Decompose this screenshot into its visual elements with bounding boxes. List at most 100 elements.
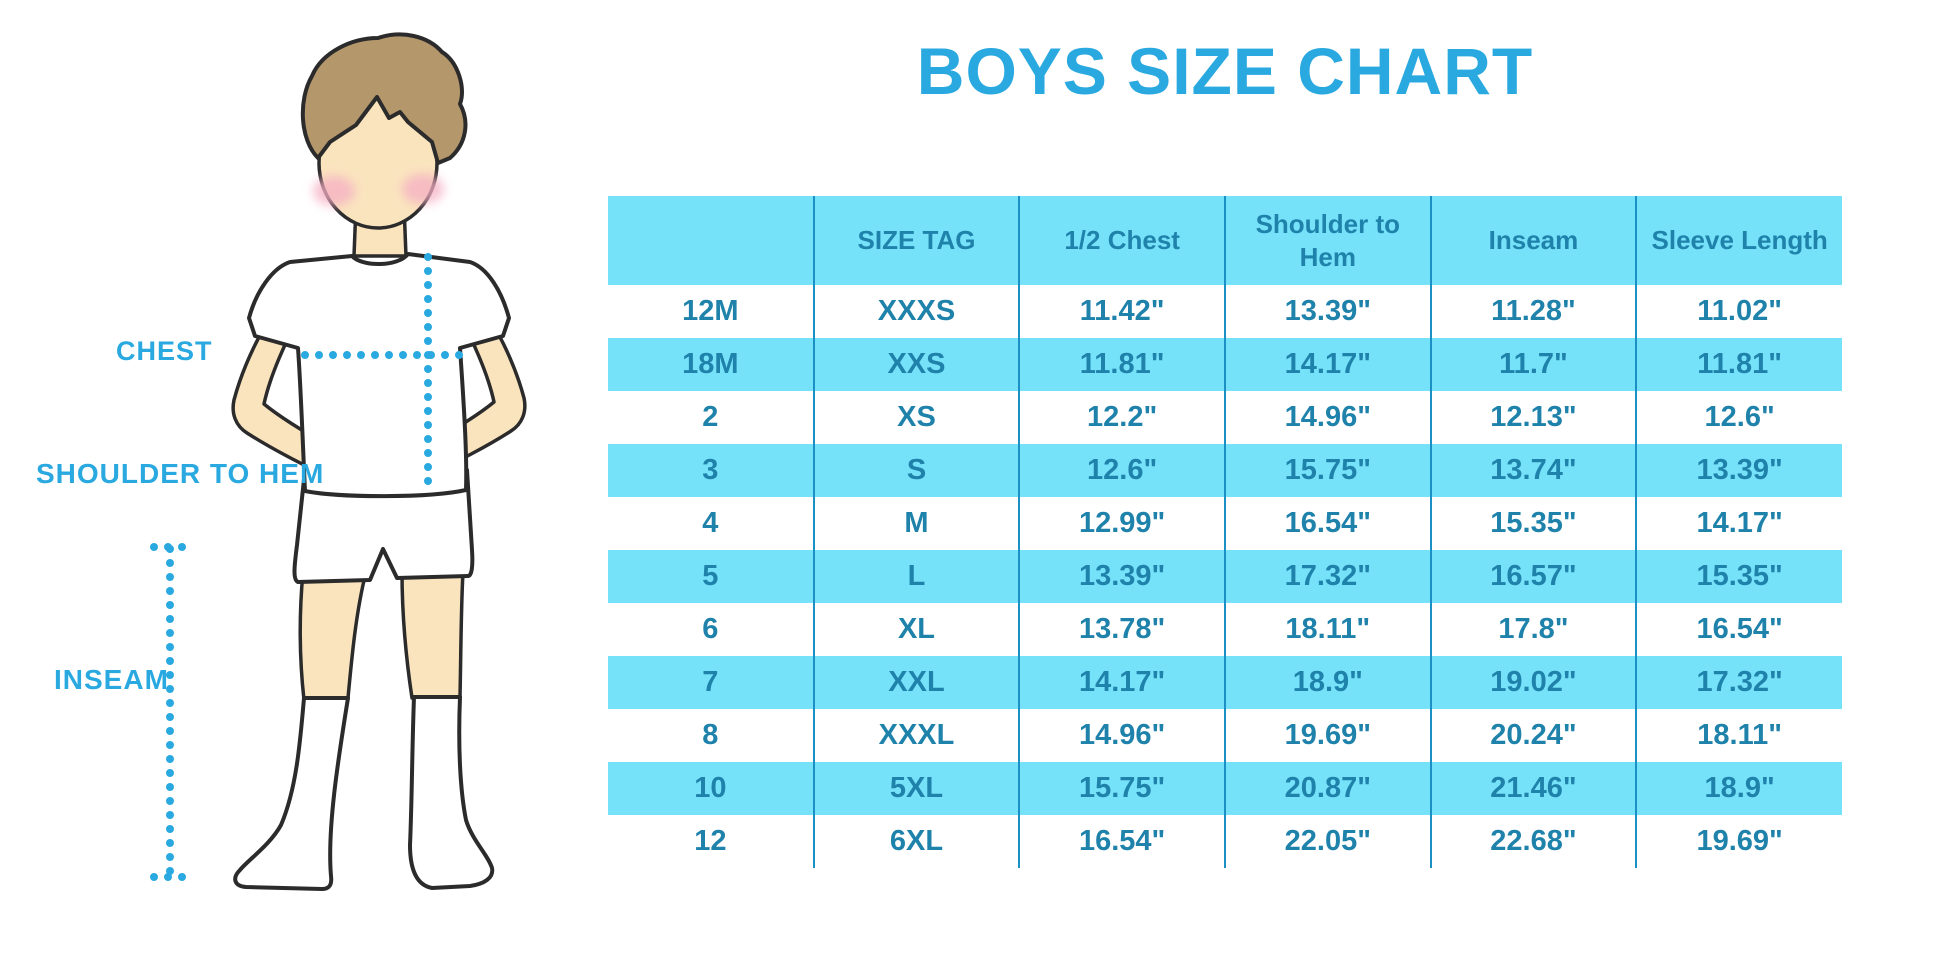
row-label-cell: 12: [694, 825, 727, 857]
row-label-cell: 8: [702, 719, 719, 751]
right-blush: [402, 174, 444, 204]
left-sock: [233, 696, 350, 891]
right-leg: [400, 570, 465, 700]
value-cell: 22.68": [1429, 815, 1637, 868]
inseam-label: INSEAM: [54, 664, 169, 695]
row-label-cell: 10: [694, 772, 727, 804]
table-row: 7 XXL 14.17" 18.9" 19.02" 17.32": [608, 656, 1842, 709]
column-header-blank: [608, 196, 814, 285]
value-cell: 14.96": [1223, 391, 1431, 444]
column-header-sleeve-length: Sleeve Length: [1635, 196, 1842, 285]
value-cell: 17.32": [1223, 550, 1431, 603]
value-cell: XXXL: [812, 709, 1020, 762]
value-cell: 16.54": [1223, 497, 1431, 550]
value-cell: 14.17": [1018, 656, 1225, 709]
value-cell: 18.9": [1635, 762, 1842, 815]
value-cell: 6XL: [812, 815, 1020, 868]
value-cell: 14.17": [1223, 338, 1431, 391]
value-cell: 13.39": [1018, 550, 1225, 603]
value-cell: 13.39": [1223, 285, 1431, 338]
chest-label: CHEST: [116, 336, 213, 366]
value-cell: 14.17": [1635, 497, 1842, 550]
value-cell: 11.42": [1018, 285, 1225, 338]
hair: [300, 32, 468, 165]
value-cell: XXL: [812, 656, 1020, 709]
header-row: SIZE TAG 1/2 Chest Shoulder to Hem Insea…: [608, 196, 1842, 285]
table-row: 12 6XL 16.54" 22.05" 22.68" 19.69": [608, 815, 1842, 868]
size-chart-table: SIZE TAG 1/2 Chest Shoulder to Hem Insea…: [608, 196, 1842, 868]
value-cell: 13.74": [1429, 444, 1637, 497]
column-header-half-chest: 1/2 Chest: [1018, 196, 1225, 285]
table-row: 10 5XL 15.75" 20.87" 21.46" 18.9": [608, 762, 1842, 815]
value-cell: 20.24": [1429, 709, 1637, 762]
table-row: 4 M 12.99" 16.54" 15.35" 14.17": [608, 497, 1842, 550]
value-cell: 21.46": [1429, 762, 1637, 815]
row-label-cell: 3: [702, 454, 719, 486]
value-cell: XS: [812, 391, 1020, 444]
table-row: 8 XXXL 14.96" 19.69" 20.24" 18.11": [608, 709, 1842, 762]
table-row: 18M XXS 11.81" 14.17" 11.7" 11.81": [608, 338, 1842, 391]
value-cell: 11.7": [1429, 338, 1637, 391]
value-cell: 12.6": [1635, 391, 1842, 444]
shoulder-to-hem-label: SHOULDER TO HEM: [36, 458, 325, 489]
value-cell: 11.02": [1635, 285, 1842, 338]
value-cell: 16.57": [1429, 550, 1637, 603]
value-cell: S: [812, 444, 1020, 497]
row-label-cell: 7: [702, 666, 719, 698]
value-cell: 15.35": [1635, 550, 1842, 603]
value-cell: L: [812, 550, 1020, 603]
value-cell: 11.81": [1018, 338, 1225, 391]
value-cell: 14.96": [1018, 709, 1225, 762]
boy-measurement-illustration: [150, 32, 527, 891]
value-cell: 13.78": [1018, 603, 1225, 656]
table-row: 5 L 13.39" 17.32" 16.57" 15.35": [608, 550, 1842, 603]
page-title: BOYS SIZE CHART: [916, 34, 1534, 108]
value-cell: 15.35": [1429, 497, 1637, 550]
value-cell: XXS: [812, 338, 1020, 391]
value-cell: 12.2": [1018, 391, 1225, 444]
row-label-cell: 18M: [682, 348, 739, 380]
value-cell: 13.39": [1635, 444, 1842, 497]
table-row: 3 S 12.6" 15.75" 13.74" 13.39": [608, 444, 1842, 497]
column-header-size-tag: SIZE TAG: [812, 196, 1020, 285]
table-row: 2 XS 12.2" 14.96" 12.13" 12.6": [608, 391, 1842, 444]
value-cell: M: [812, 497, 1020, 550]
table-body: 12M XXXS 11.42" 13.39" 11.28" 11.02" 18M XXS 11.…: [608, 285, 1842, 868]
value-cell: 12.6": [1018, 444, 1225, 497]
value-cell: 12.13": [1429, 391, 1637, 444]
value-cell: 20.87": [1223, 762, 1431, 815]
row-label-cell: 2: [702, 401, 719, 433]
table-row: 6 XL 13.78" 18.11" 17.8" 16.54": [608, 603, 1842, 656]
value-cell: 19.69": [1223, 709, 1431, 762]
row-label-cell: 5: [702, 560, 719, 592]
value-cell: 5XL: [812, 762, 1020, 815]
value-cell: 17.32": [1635, 656, 1842, 709]
shorts: [292, 468, 475, 584]
column-header-shoulder-hem: Shoulder to Hem: [1223, 196, 1431, 285]
value-cell: 15.75": [1018, 762, 1225, 815]
row-label-cell: 6: [702, 613, 719, 645]
size-table-wrap: SIZE TAG 1/2 Chest Shoulder to Hem Insea…: [608, 196, 1842, 868]
value-cell: 18.11": [1223, 603, 1431, 656]
t-shirt: [247, 252, 511, 499]
value-cell: 18.9": [1223, 656, 1431, 709]
right-sock: [408, 695, 495, 890]
value-cell: 11.28": [1429, 285, 1637, 338]
left-blush: [313, 176, 355, 206]
table-row: 12M XXXS 11.42" 13.39" 11.28" 11.02": [608, 285, 1842, 338]
column-header-inseam: Inseam: [1429, 196, 1637, 285]
value-cell: XL: [812, 603, 1020, 656]
value-cell: 11.81": [1635, 338, 1842, 391]
value-cell: 16.54": [1018, 815, 1225, 868]
row-label-cell: 12M: [682, 295, 739, 327]
left-arm: [231, 298, 333, 475]
row-label-cell: 4: [702, 507, 719, 539]
value-cell: 19.69": [1635, 815, 1842, 868]
value-cell: 19.02": [1429, 656, 1637, 709]
value-cell: 12.99": [1018, 497, 1225, 550]
value-cell: XXXS: [812, 285, 1020, 338]
value-cell: 18.11": [1635, 709, 1842, 762]
left-leg: [298, 570, 368, 702]
value-cell: 16.54": [1635, 603, 1842, 656]
